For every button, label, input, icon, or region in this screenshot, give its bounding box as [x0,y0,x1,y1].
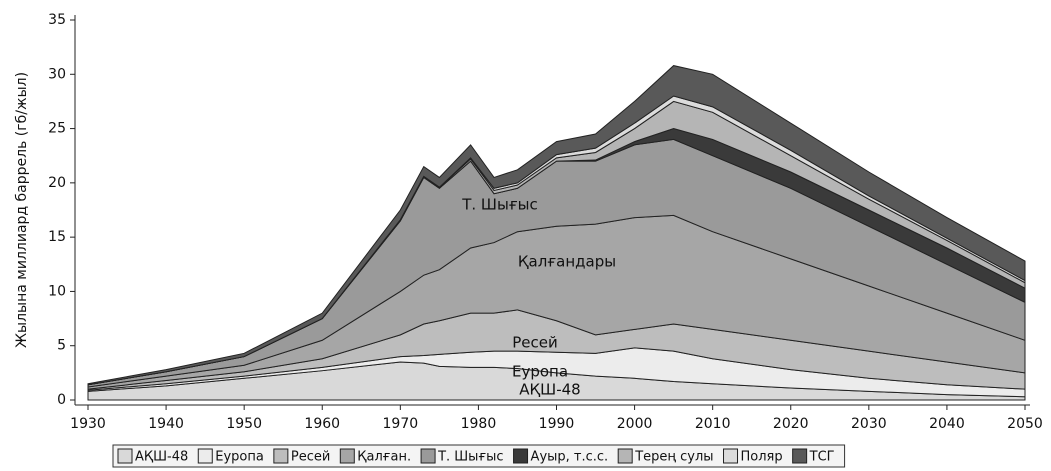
legend-swatch [197,448,213,464]
x-tick-label: 2010 [695,416,731,432]
y-tick-label: 10 [48,283,66,299]
x-tick-label: 1960 [304,416,340,432]
y-axis-label: Жылына миллиард баррель (гб/жыл) [14,72,30,348]
annotation: АҚШ-48 [519,381,580,399]
x-tick-label: 1970 [383,416,419,432]
annotation: Қалғандары [518,253,616,271]
x-tick-label: 2030 [851,416,887,432]
legend-swatch [723,448,739,464]
legend-box [112,444,846,468]
x-tick-label: 2000 [617,416,653,432]
x-tick-label: 2020 [773,416,809,432]
legend-swatch [617,448,633,464]
annotation: Ресей [512,334,558,352]
x-tick-label: 1980 [461,416,497,432]
legend-label: Ауыр, т.с.с. [531,450,609,465]
legend: АҚШ-48 Еуропа Ресей Қалған. Т. Шығыс Ауыр, т.… [112,444,846,468]
legend-swatch [339,448,355,464]
legend-swatch [117,448,133,464]
area [87,65,1026,386]
x-tick-label: 1940 [148,416,184,432]
x-tick-label: 2040 [929,416,965,432]
legend-label: Ресей [291,450,330,465]
legend-swatch [792,448,808,464]
y-tick-label: 0 [57,392,66,408]
legend-label: Т. Шығыс [437,450,503,465]
x-tick-label: 1990 [539,416,575,432]
legend-swatch [513,448,529,464]
y-tick-label: 35 [48,12,66,28]
y-tick-label: 25 [48,121,66,137]
legend-label: Қалған. [357,450,411,465]
x-tick-label: 1950 [226,416,262,432]
y-tick-label: 5 [57,338,66,354]
annotation: Т. Шығыс [461,196,538,214]
annotation: Еуропа [512,363,568,381]
legend-label: Поляр [741,450,783,465]
legend-label: Терең сулы [634,450,713,465]
y-tick-label: 15 [48,229,66,245]
legend-swatch [420,448,436,464]
legend-label: ТСГ [809,450,835,465]
x-tick-label: 1930 [70,416,106,432]
y-tick-label: 30 [48,66,66,82]
legend-label: АҚШ-48 [135,450,188,465]
legend-label: Еуропа [215,450,264,465]
y-tick-label: 20 [48,175,66,191]
x-tick-label: 2050 [1007,416,1043,432]
legend-swatch [273,448,289,464]
